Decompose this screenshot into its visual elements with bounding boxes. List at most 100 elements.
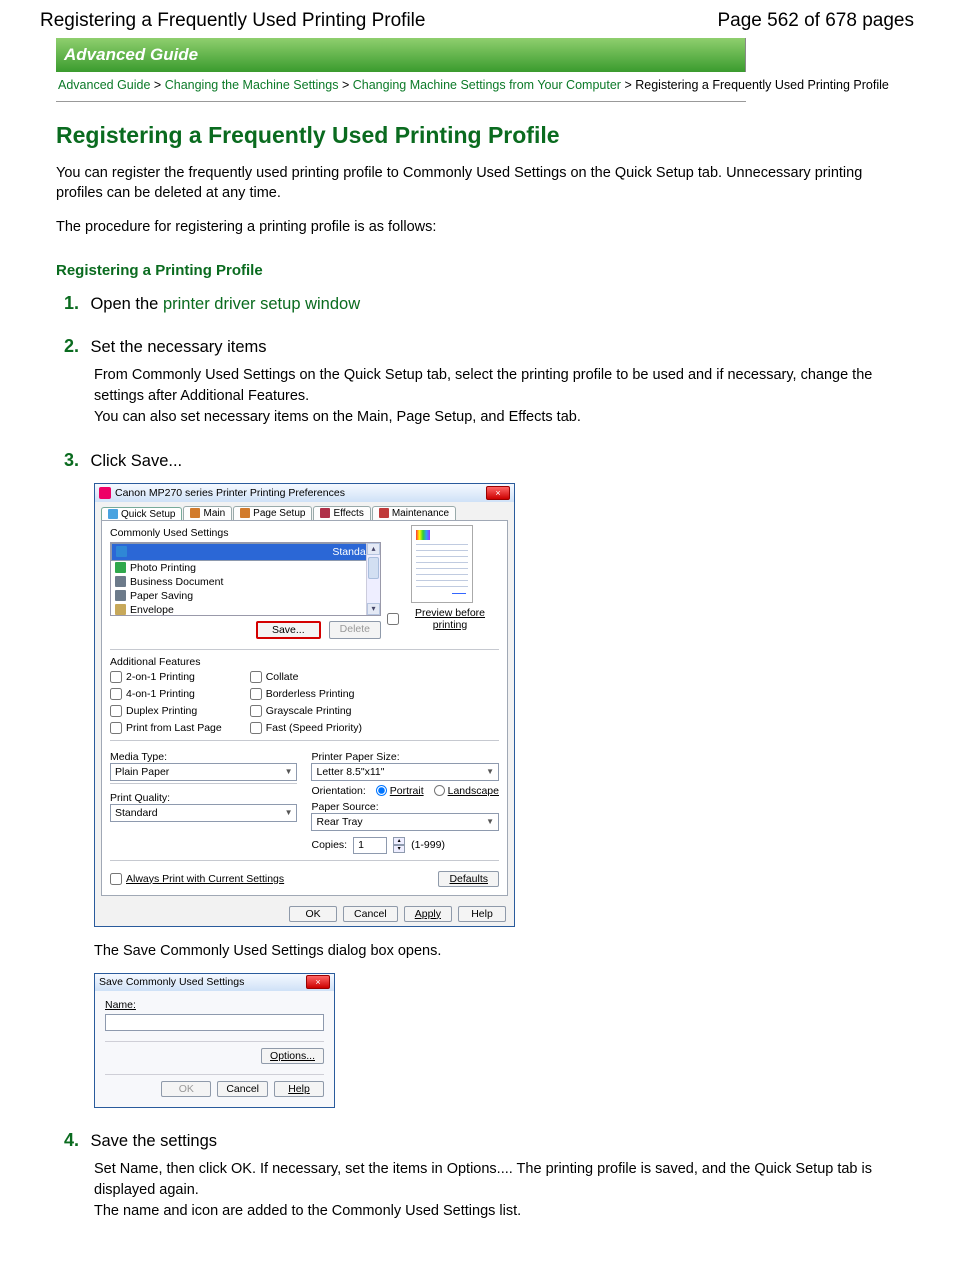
feature-checkbox[interactable]: Print from Last Page [110,722,222,734]
list-item-icon [115,604,126,615]
breadcrumb-link-machine-settings[interactable]: Changing the Machine Settings [165,78,339,92]
orientation-landscape-radio[interactable]: Landscape [434,785,499,797]
portrait-radio-input[interactable] [376,785,387,796]
list-item-label: Business Document [130,576,223,588]
printing-preferences-dialog: Canon MP270 series Printer Printing Pref… [94,483,515,927]
always-print-input[interactable] [110,873,122,885]
orientation-portrait-radio[interactable]: Portrait [376,785,424,797]
feature-checkbox-input[interactable] [250,705,262,717]
always-print-checkbox[interactable]: Always Print with Current Settings [110,873,284,885]
printer-icon [99,487,111,499]
delete-button-label: Delete [340,623,370,635]
media-type-select[interactable]: Plain Paper▼ [110,763,297,781]
list-item-label: Envelope [130,604,174,616]
list-item[interactable]: Standard [111,543,380,561]
step3-title: Click Save... [90,452,182,470]
landscape-radio-input[interactable] [434,785,445,796]
orientation-label: Orientation: [311,785,365,797]
save-help-button[interactable]: Help [274,1081,324,1097]
settings-listbox[interactable]: StandardPhoto PrintingBusiness DocumentP… [110,542,381,616]
tab-effects[interactable]: Effects [313,506,370,520]
feature-checkbox-input[interactable] [110,688,122,700]
tab-main[interactable]: Main [183,506,232,520]
feature-checkbox[interactable]: Duplex Printing [110,705,222,717]
breadcrumb: Advanced Guide > Changing the Machine Se… [58,76,910,95]
delete-button[interactable]: Delete [329,621,381,639]
portrait-label: Portrait [390,785,424,797]
apply-button[interactable]: Apply [404,906,452,922]
scroll-thumb[interactable] [368,557,379,579]
maintenance-icon [379,508,389,518]
tab-maintenance[interactable]: Maintenance [372,506,456,520]
list-item[interactable]: Photo Printing [111,561,380,575]
save-ok-button[interactable]: OK [161,1081,211,1097]
main-icon [190,508,200,518]
printer-driver-link[interactable]: printer driver setup window [163,295,360,313]
copies-down-button[interactable]: ▾ [393,845,405,853]
print-quality-select[interactable]: Standard▼ [110,804,297,822]
feature-checkbox-input[interactable] [110,671,122,683]
copies-label: Copies: [311,839,347,851]
preview-checkbox-input[interactable] [387,613,399,625]
step1-pre: Open the [90,295,162,313]
save-help-label: Help [288,1083,310,1095]
quick-setup-icon [108,509,118,519]
save-dialog-close-button[interactable]: × [306,975,330,989]
save-button[interactable]: Save... [256,621,321,639]
copies-range: (1-999) [411,839,445,851]
dialog-title: Canon MP270 series Printer Printing Pref… [115,487,345,499]
tab-quick-setup[interactable]: Quick Setup [101,507,182,521]
media-type-value: Plain Paper [115,766,169,778]
paper-size-select[interactable]: Letter 8.5"x11"▼ [311,763,499,781]
feature-checkbox-label: Print from Last Page [126,722,222,734]
breadcrumb-link-advanced-guide[interactable]: Advanced Guide [58,78,150,92]
ok-button[interactable]: OK [289,906,337,922]
feature-checkbox[interactable]: Collate [250,671,362,683]
feature-checkbox[interactable]: Borderless Printing [250,688,362,700]
list-scrollbar[interactable]: ▴ ▾ [366,543,380,615]
name-input[interactable] [105,1014,324,1031]
step2-title: Set the necessary items [90,338,266,356]
feature-checkbox-input[interactable] [250,671,262,683]
tab-page-setup[interactable]: Page Setup [233,506,312,520]
scroll-down-button[interactable]: ▾ [367,603,380,615]
copies-input[interactable]: 1 [353,837,387,854]
additional-features-label: Additional Features [110,656,499,668]
breadcrumb-link-from-computer[interactable]: Changing Machine Settings from Your Comp… [353,78,621,92]
advanced-guide-banner: Advanced Guide [56,38,746,72]
breadcrumb-tail: Registering a Frequently Used Printing P… [635,78,889,92]
feature-checkbox-label: 2-on-1 Printing [126,671,195,683]
dropdown-icon: ▼ [486,817,494,826]
help-button[interactable]: Help [458,906,506,922]
breadcrumb-sep: > [342,78,349,92]
defaults-button-label: Defaults [449,873,488,885]
feature-checkbox[interactable]: Grayscale Printing [250,705,362,717]
page-title: Registering a Frequently Used Printing P… [56,122,912,149]
scroll-up-button[interactable]: ▴ [367,543,380,555]
list-item[interactable]: Paper Saving [111,589,380,603]
paper-source-value: Rear Tray [316,816,362,828]
feature-checkbox[interactable]: 2-on-1 Printing [110,671,222,683]
cancel-button[interactable]: Cancel [343,906,398,922]
tab-strip: Quick Setup Main Page Setup Effects Main… [95,502,514,520]
options-button[interactable]: Options... [261,1048,324,1064]
feature-checkbox-input[interactable] [250,688,262,700]
feature-checkbox-input[interactable] [110,705,122,717]
list-item[interactable]: Business Document [111,575,380,589]
feature-checkbox-input[interactable] [250,722,262,734]
divider [56,101,746,102]
save-button-label: Save... [272,624,305,636]
feature-checkbox[interactable]: Fast (Speed Priority) [250,722,362,734]
preview-before-printing-checkbox[interactable]: Preview before printing [387,607,497,631]
paper-source-select[interactable]: Rear Tray ▼ [311,813,499,831]
defaults-button[interactable]: Defaults [438,871,499,887]
list-item[interactable]: Envelope [111,603,380,616]
feature-checkbox-input[interactable] [110,722,122,734]
feature-checkbox-label: Duplex Printing [126,705,197,717]
feature-checkbox[interactable]: 4-on-1 Printing [110,688,222,700]
step2-body-2: You can also set necessary items on the … [94,407,912,428]
copies-up-button[interactable]: ▴ [393,837,405,845]
save-cancel-button[interactable]: Cancel [217,1081,268,1097]
list-item-icon [115,562,126,573]
close-button[interactable]: × [486,486,510,500]
